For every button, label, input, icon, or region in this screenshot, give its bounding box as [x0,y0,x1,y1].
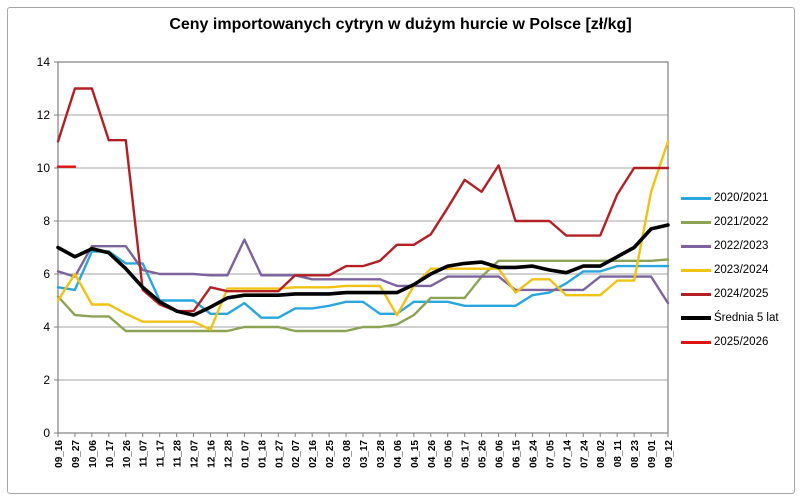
x-axis-label: 11_07 [139,440,150,468]
x-axis-label: 09_27 [71,440,82,468]
legend-label: 2024/2025 [714,288,769,300]
x-axis-label: 02_25 [325,440,336,468]
x-axis-label: 09_12 [664,440,675,468]
x-axis-label: 10_26 [122,440,133,468]
legend-line-swatch [681,340,711,344]
x-axis: 09_16 09_27 10_06 10_17 10_26 11_07 11_17 11_28… [54,433,675,468]
x-axis-label: 12_16 [207,440,218,468]
x-axis-label: 03_28 [376,440,387,468]
x-axis-label: 08_23 [630,440,641,468]
legend-line-swatch [681,196,711,200]
x-axis-label: 01_07 [240,440,251,468]
chart-legend: 2020/2021 2021/2022 2022/2023 2023/2024 2024… [681,186,796,354]
series-line-2023-2024 [56,140,670,331]
x-axis-label: 09_01 [647,440,658,468]
x-axis-label: 03_08 [342,440,353,468]
x-axis-label: 01_27 [274,440,285,468]
x-axis-label: 12_07 [190,440,201,468]
x-axis-label: 04_15 [410,440,421,468]
x-axis-label: 08_11 [613,440,624,468]
legend-item-2020-2021: 2020/2021 [681,186,796,210]
x-axis-label: 05_26 [478,440,489,468]
x-axis-label: 04_06 [393,440,404,468]
legend-label: 2020/2021 [714,192,769,204]
y-axis: 0 2 4 6 8 10 12 14 [37,55,58,440]
series-line-2024-2025 [56,87,670,313]
x-axis-label: 01_18 [257,440,268,468]
legend-item-2023-2024: 2023/2024 [681,258,796,282]
x-axis-label: 06_15 [512,440,523,468]
legend-line-swatch [681,268,711,272]
series-lines [56,87,670,333]
legend-label: 2023/2024 [714,264,769,276]
series-line-2021-2022 [56,258,670,333]
y-axis-label: 2 [43,373,50,387]
x-axis-label: 10_06 [88,440,99,468]
legend-line-swatch [681,292,711,296]
y-axis-label: 10 [37,161,51,175]
y-axis-label: 4 [43,320,50,334]
x-axis-label: 10_17 [105,440,116,468]
legend-label: Średnia 5 lat [714,312,779,324]
legend-label: 2022/2023 [714,240,769,252]
legend-line-swatch [681,316,711,320]
x-axis-label: 07_14 [562,440,573,468]
legend-label: 2021/2022 [714,216,769,228]
x-axis-label: 07_24 [579,440,590,468]
x-axis-label: 05_17 [461,440,472,468]
legend-line-swatch [681,220,711,224]
legend-item-2024-2025: 2024/2025 [681,282,796,306]
x-axis-label: 04_26 [427,440,438,468]
legend-item-2021-2022: 2021/2022 [681,210,796,234]
chart-title: Ceny importowanych cytryn w dużym hurcie… [169,16,632,33]
y-axis-label: 12 [37,108,51,122]
y-axis-label: 14 [37,55,51,69]
y-axis-label: 6 [43,267,50,281]
y-axis-label: 8 [43,214,50,228]
x-axis-label: 09_16 [54,440,65,468]
x-axis-label: 02_16 [308,440,319,468]
legend-item--rednia-5-lat: Średnia 5 lat [681,306,796,330]
legend-item-2025-2026: 2025/2026 [681,330,796,354]
gridlines [58,114,668,381]
legend-item-2022-2023: 2022/2023 [681,234,796,258]
series-line--rednia-5-lat [56,223,670,317]
legend-label: 2025/2026 [714,336,769,348]
x-axis-label: 07_05 [545,440,556,468]
x-axis-label: 06_24 [528,440,539,468]
plot-area-border [57,61,669,434]
x-axis-label: 05_06 [444,440,455,468]
x-axis-label: 11_17 [156,440,167,468]
x-axis-label: 06_06 [495,440,506,468]
x-axis-label: 03_17 [359,440,370,468]
x-axis-label: 12_28 [223,440,234,468]
y-axis-label: 0 [43,426,50,440]
x-axis-label: 02_07 [291,440,302,468]
x-axis-label: 08_02 [596,440,607,468]
x-axis-label: 11_28 [173,440,184,468]
series-line-2022-2023 [56,238,670,305]
legend-line-swatch [681,244,711,248]
